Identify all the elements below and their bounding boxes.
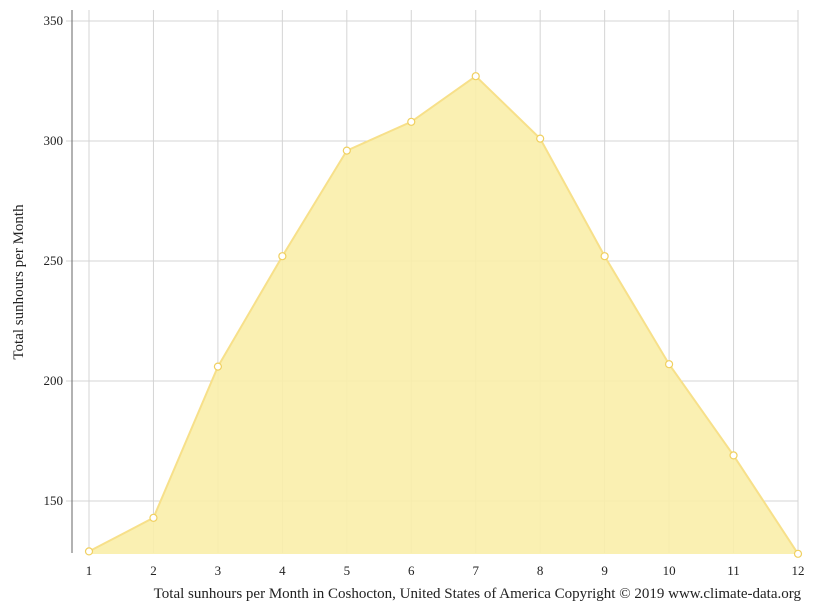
x-tick-label: 6	[408, 563, 415, 578]
x-tick-label: 4	[279, 563, 286, 578]
x-tick-labels: 1 2 3 4 5 6 7 8 9 10 11 12	[86, 563, 805, 578]
data-point	[84, 547, 94, 556]
y-tick-label: 250	[44, 253, 64, 268]
y-tick-label: 150	[44, 493, 64, 508]
chart-caption: Total sunhours per Month in Coshocton, U…	[154, 586, 802, 602]
x-tick-label: 12	[792, 563, 805, 578]
data-point	[600, 252, 609, 261]
data-point	[213, 362, 223, 371]
data-point	[149, 513, 158, 522]
x-tick-label: 8	[537, 563, 544, 578]
data-point	[729, 451, 738, 460]
x-tick-label: 7	[472, 563, 479, 578]
y-tick-labels: 150 200 250 300 350	[44, 13, 64, 508]
series-area	[89, 76, 798, 554]
data-point	[278, 252, 287, 261]
x-tick-label: 11	[727, 563, 740, 578]
y-axis-title: Total sunhours per Month	[11, 204, 27, 360]
y-tick-label: 350	[44, 13, 64, 28]
y-tick-label: 300	[44, 133, 64, 148]
data-point	[536, 134, 545, 143]
x-tick-label: 9	[601, 563, 608, 578]
x-tick-label: 1	[86, 563, 93, 578]
data-point	[342, 146, 351, 155]
data-point	[407, 117, 416, 126]
x-tick-label: 5	[344, 563, 351, 578]
x-tick-label: 3	[215, 563, 222, 578]
series-line	[88, 74, 799, 555]
data-point	[471, 72, 480, 81]
data-point	[664, 360, 674, 369]
data-points	[84, 72, 803, 558]
x-tick-label: 2	[150, 563, 157, 578]
y-tick-label: 200	[44, 373, 64, 388]
x-tick-label: 10	[663, 563, 676, 578]
data-point	[793, 549, 803, 558]
